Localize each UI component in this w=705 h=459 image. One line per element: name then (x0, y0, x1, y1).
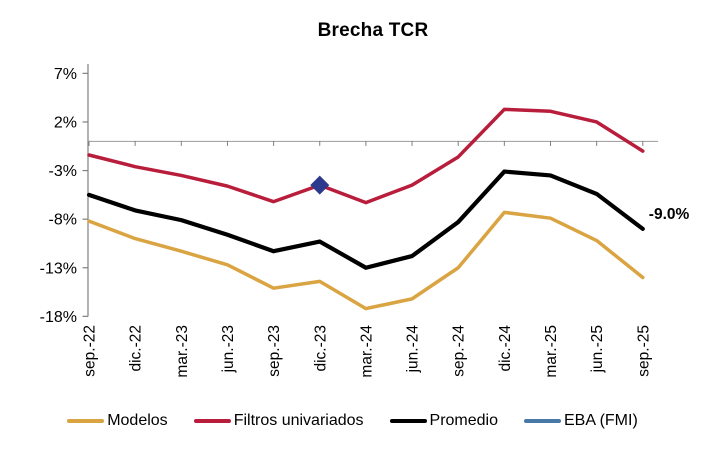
y-axis-label: -18% (40, 309, 77, 326)
series-line-modelos (87, 210, 645, 311)
x-axis-label: mar.-23 (174, 325, 191, 378)
x-axis-label: sep.-25 (635, 325, 652, 377)
legend-line-swatch (67, 419, 105, 423)
x-axis-label: sep.-24 (451, 325, 468, 377)
x-axis-label: dic.-23 (312, 325, 329, 372)
chart-legend: Modelos Filtros univariados Promedio EBA (F… (0, 412, 705, 430)
legend-label: Modelos (107, 412, 168, 429)
eba-marker-diamond (310, 175, 330, 195)
series-line-promedio (86, 169, 645, 270)
y-axis-label: 7% (54, 66, 77, 83)
legend-item-filtros-univariados: Filtros univariados (193, 412, 364, 430)
y-axis-label: -8% (49, 212, 77, 229)
legend-line-swatch (524, 419, 561, 423)
y-axis-label: 2% (54, 114, 77, 131)
legend-label: Filtros univariados (233, 412, 364, 429)
series-line-filtros-univariados (87, 107, 645, 205)
x-axis-label: mar.-24 (358, 325, 375, 378)
legend-line-swatch (193, 419, 231, 423)
annotation-label: -9.0% (649, 206, 690, 223)
x-axis-label: sep.-22 (82, 325, 99, 377)
y-axis-label: -3% (49, 163, 77, 180)
x-axis-label: jun.-25 (589, 325, 606, 373)
x-axis-label: jun.-24 (405, 325, 422, 374)
y-axis-label: -13% (40, 260, 77, 277)
x-axis-label: mar.-25 (543, 325, 560, 378)
x-axis-label: dic.-22 (128, 325, 145, 372)
legend-label: EBA (FMI) (564, 412, 638, 429)
x-axis-label: dic.-24 (497, 325, 514, 372)
x-axis-label: sep.-23 (266, 325, 283, 377)
legend-item-eba-fmi-: EBA (FMI) (524, 412, 638, 430)
legend-label: Promedio (429, 412, 498, 429)
chart-title: Brecha TCR (317, 20, 429, 41)
legend-line-swatch (389, 419, 427, 423)
legend-item-promedio: Promedio (389, 412, 498, 430)
x-axis-label: jun.-23 (220, 325, 237, 373)
legend-item-modelos: Modelos (67, 412, 168, 430)
